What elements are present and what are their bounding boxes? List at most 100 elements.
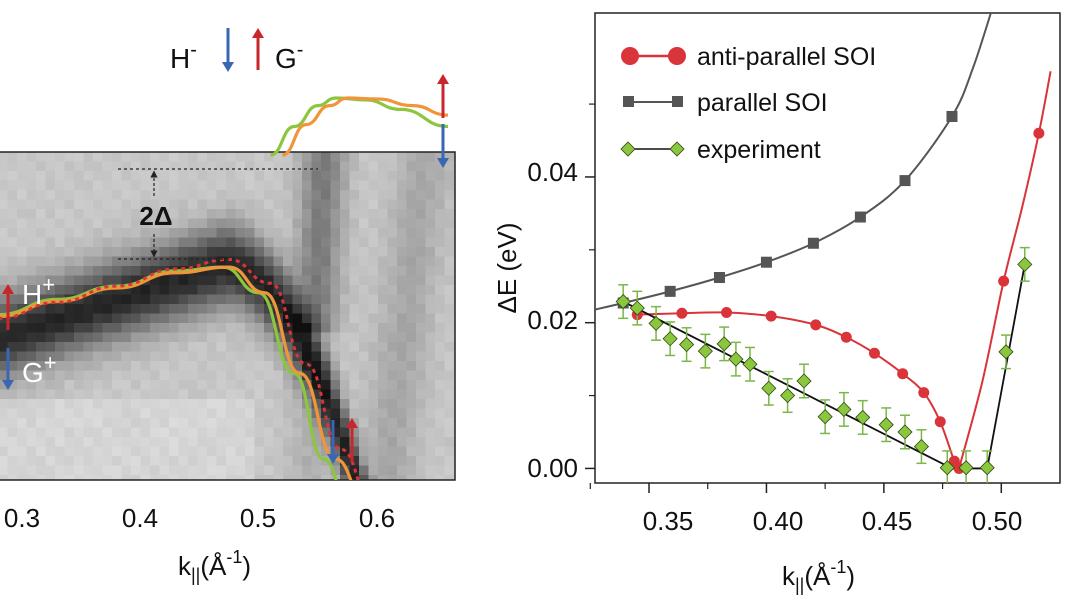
heatmap-cell xyxy=(378,418,389,429)
heatmap-cell xyxy=(273,304,284,315)
heatmap-cell xyxy=(387,275,398,286)
heatmap-cell xyxy=(140,294,151,305)
heatmap-cell xyxy=(207,228,218,239)
heatmap-cell xyxy=(340,313,351,324)
heatmap-cell xyxy=(7,285,18,296)
heatmap-cell xyxy=(283,190,294,201)
heatmap-cell xyxy=(178,465,189,476)
heatmap-cell xyxy=(207,456,218,467)
heatmap-cell xyxy=(254,380,265,391)
heatmap-cell xyxy=(311,237,322,248)
parallel-point xyxy=(760,256,772,268)
heatmap-cell xyxy=(340,389,351,400)
heatmap-cell xyxy=(112,247,123,258)
heatmap-cell xyxy=(416,465,427,476)
heatmap-cell xyxy=(387,342,398,353)
heatmap-cell xyxy=(378,199,389,210)
heatmap-cell xyxy=(359,275,370,286)
heatmap-cell xyxy=(435,351,446,362)
heatmap-cell xyxy=(425,456,436,467)
heatmap-cell xyxy=(302,332,313,343)
heatmap-cell xyxy=(93,161,104,172)
heatmap-cell xyxy=(216,465,227,476)
heatmap-cell xyxy=(83,446,94,457)
heatmap-cell xyxy=(150,256,161,267)
heatmap-cell xyxy=(207,351,218,362)
heatmap-cell xyxy=(359,351,370,362)
heatmap-cell xyxy=(0,370,9,381)
heatmap-cell xyxy=(387,399,398,410)
heatmap-cell xyxy=(425,171,436,182)
heatmap-cell xyxy=(444,275,455,286)
heatmap-cell xyxy=(340,465,351,476)
heatmap-cell xyxy=(349,237,360,248)
heatmap-cell xyxy=(283,228,294,239)
heatmap-cell xyxy=(435,456,446,467)
heatmap-cell xyxy=(406,285,417,296)
heatmap-cell xyxy=(207,237,218,248)
heatmap-cell xyxy=(169,437,180,448)
heatmap-cell xyxy=(254,247,265,258)
heatmap-cell xyxy=(311,294,322,305)
heatmap-cell xyxy=(169,294,180,305)
spin-arrow-up-head xyxy=(252,28,264,38)
heatmap-cell xyxy=(45,228,56,239)
heatmap-cell xyxy=(254,351,265,362)
heatmap-cell xyxy=(55,475,66,480)
heatmap-cell xyxy=(302,199,313,210)
heatmap-cell xyxy=(349,228,360,239)
heatmap-cell xyxy=(169,399,180,410)
heatmap-cell xyxy=(17,351,28,362)
heatmap-cell xyxy=(93,465,104,476)
heatmap-cell xyxy=(254,228,265,239)
heatmap-cell xyxy=(387,209,398,220)
heatmap-cell xyxy=(349,332,360,343)
heatmap-cell xyxy=(17,247,28,258)
heatmap-cell xyxy=(7,465,18,476)
heatmap-cell xyxy=(226,323,237,334)
heatmap-cell xyxy=(83,427,94,438)
heatmap-cell xyxy=(245,342,256,353)
heatmap-cell xyxy=(74,380,85,391)
heatmap-cell xyxy=(416,323,427,334)
heatmap-cell xyxy=(26,465,37,476)
heatmap-cell xyxy=(349,380,360,391)
heatmap-cell xyxy=(321,285,332,296)
heatmap-cell xyxy=(0,332,9,343)
heatmap-cell xyxy=(444,408,455,419)
heatmap-cell xyxy=(112,294,123,305)
heatmap-cell xyxy=(45,465,56,476)
heatmap-cell xyxy=(254,171,265,182)
heatmap-cell xyxy=(254,370,265,381)
parallel-point xyxy=(899,175,911,187)
heatmap-cell xyxy=(311,389,322,400)
heatmap-cell xyxy=(444,294,455,305)
heatmap-cell xyxy=(321,380,332,391)
heatmap-cell xyxy=(36,256,47,267)
heatmap-cell xyxy=(93,370,104,381)
heatmap-cell xyxy=(188,399,199,410)
heatmap-cell xyxy=(264,285,275,296)
heatmap-cell xyxy=(368,266,379,277)
heatmap-cell xyxy=(102,418,113,429)
heatmap-cell xyxy=(416,332,427,343)
heatmap-cell xyxy=(340,152,351,163)
heatmap-cell xyxy=(235,285,246,296)
heatmap-cell xyxy=(140,380,151,391)
heatmap-cell xyxy=(340,180,351,191)
heatmap-cell xyxy=(264,180,275,191)
heatmap-cell xyxy=(349,171,360,182)
heatmap-cell xyxy=(159,275,170,286)
heatmap-cell xyxy=(359,294,370,305)
heatmap-cell xyxy=(197,313,208,324)
heatmap-cell xyxy=(226,228,237,239)
heatmap-cell xyxy=(349,446,360,457)
heatmap-cell xyxy=(216,408,227,419)
heatmap-cell xyxy=(368,351,379,362)
heatmap-cell xyxy=(387,180,398,191)
heatmap-cell xyxy=(188,427,199,438)
heatmap-cell xyxy=(207,465,218,476)
heatmap-cell xyxy=(368,152,379,163)
heatmap-cell xyxy=(349,180,360,191)
heatmap-cell xyxy=(64,342,75,353)
